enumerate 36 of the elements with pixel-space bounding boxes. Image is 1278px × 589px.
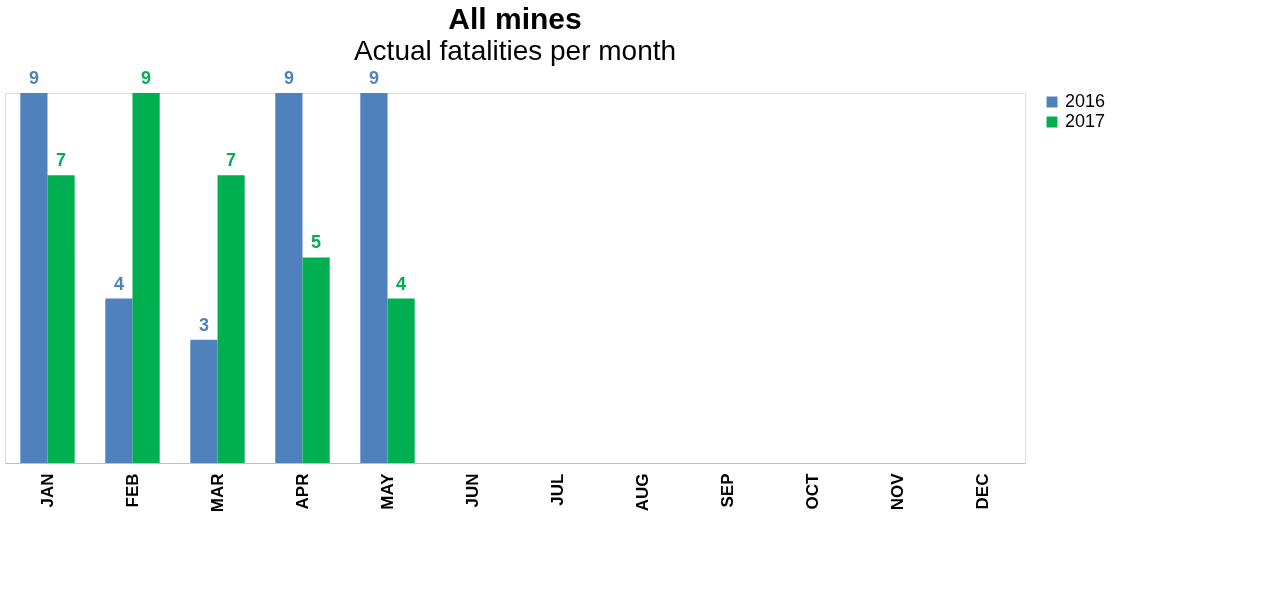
chart-subtitle: Actual fatalities per month [353,35,677,66]
chart-title: All mines [448,2,582,35]
x-tick-label: SEP [717,473,737,508]
bar [190,339,218,463]
x-tick-label: JUN [462,473,482,508]
x-tick-label: NOV [887,472,907,511]
data-label: 9 [28,68,39,88]
x-tick-label: APR [292,473,312,510]
x-tick-label: JAN [37,473,57,508]
bar [275,93,303,463]
bar [47,175,75,463]
bar [132,93,160,463]
bar [105,298,133,463]
bar [20,93,48,463]
x-tick-label: AUG [632,473,652,512]
x-tick-label: OCT [802,472,822,510]
x-tick-label: MAY [377,472,397,510]
x-tick-label: JUL [547,473,567,506]
x-tick-label: FEB [122,473,142,508]
bar [360,93,388,463]
x-tick-label: DEC [972,473,992,510]
data-label: 9 [141,68,152,88]
bar [217,175,245,463]
data-label: 4 [396,273,407,294]
x-tick-label: MAR [207,473,227,513]
data-label: 7 [226,150,237,171]
bar [387,298,415,463]
data-label: 9 [368,68,379,88]
legend-label: 2017 [1065,111,1106,131]
data-label: 7 [56,150,67,171]
data-label: 9 [283,68,294,88]
legend-label: 2016 [1065,91,1106,111]
data-label: 5 [311,232,322,253]
data-label: 3 [198,314,209,335]
bar [302,257,330,463]
data-label: 4 [113,273,124,294]
